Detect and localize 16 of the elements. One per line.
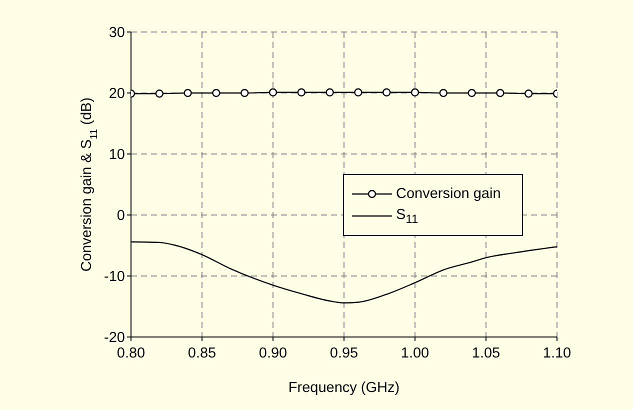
y-tick-label: 30 <box>108 25 125 42</box>
y-tick-label: -10 <box>104 269 125 286</box>
x-tick-label: 0.90 <box>258 345 288 362</box>
y-tick-label: 10 <box>108 147 125 164</box>
x-tick-label: 1.10 <box>542 345 572 362</box>
x-axis-title: Frequency (GHz) <box>288 380 400 396</box>
x-tick-label: 1.05 <box>472 345 500 362</box>
y-tick-label: 20 <box>108 86 125 102</box>
x-tick-label: 0.85 <box>188 345 216 362</box>
y-tick-label: 0 <box>116 208 125 224</box>
legend-label: Conversion gain <box>396 186 501 202</box>
x-tick-label: 0.80 <box>116 345 146 362</box>
x-tick-label: 0.95 <box>330 345 358 362</box>
y-tick-label: -20 <box>104 330 125 346</box>
x-tick-label: 1.00 <box>400 345 430 362</box>
legend-label: S$_{11}$ <box>396 206 418 226</box>
